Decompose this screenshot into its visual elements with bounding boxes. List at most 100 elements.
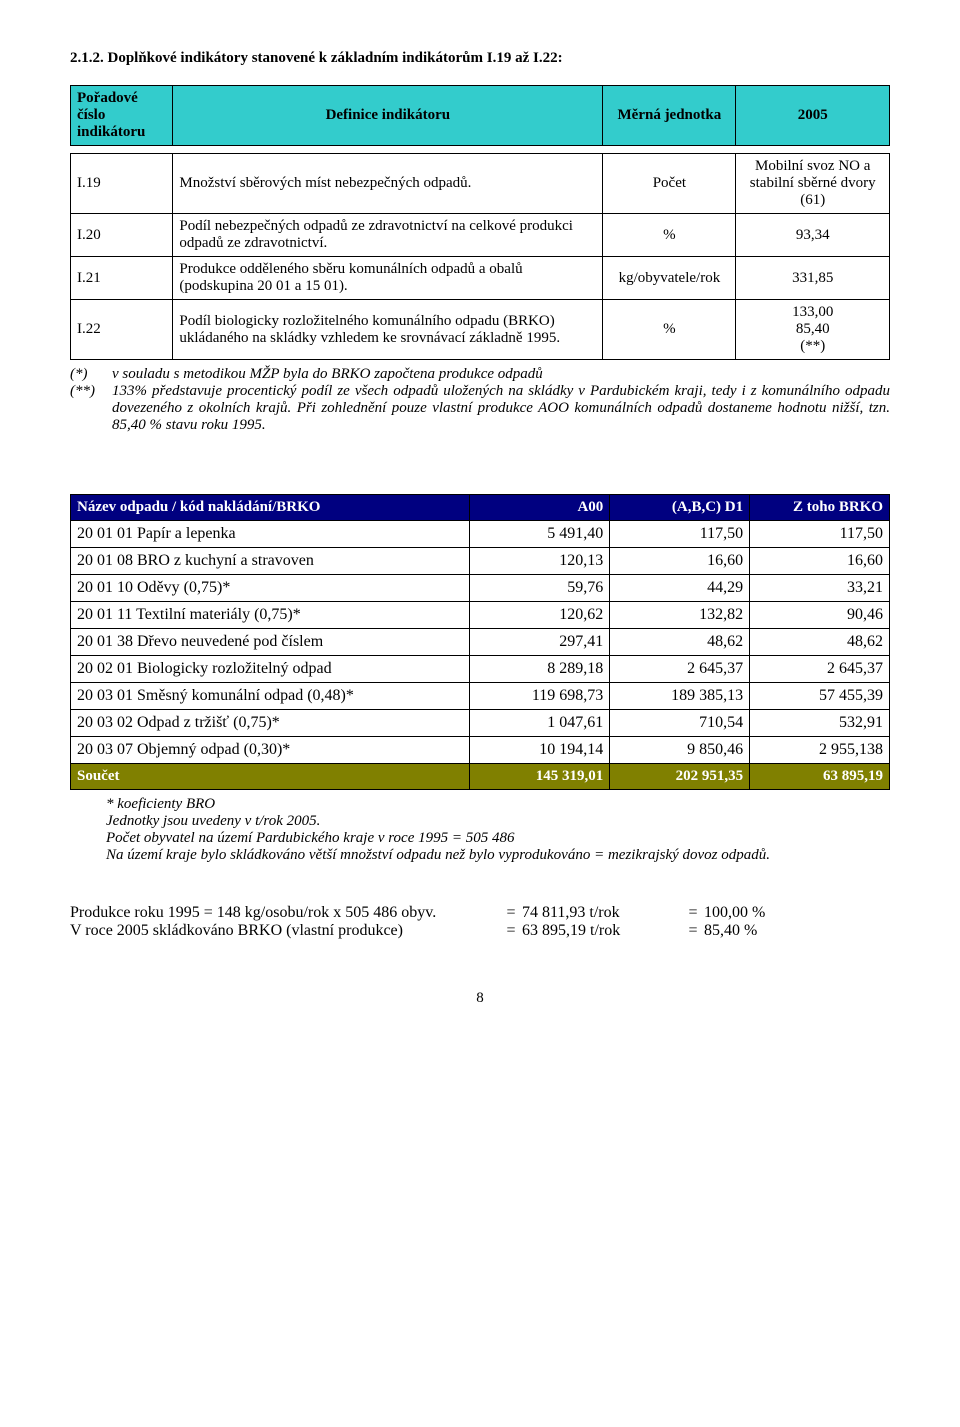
calc-rhs: 100,00 % bbox=[704, 904, 765, 922]
t2-cell-value: 117,50 bbox=[610, 521, 750, 548]
t2-cell-name: 20 01 11 Textilní materiály (0,75)* bbox=[71, 602, 470, 629]
t2-cell-value: 532,91 bbox=[750, 710, 890, 737]
t2-cell-value: 189 385,13 bbox=[610, 683, 750, 710]
t1-cell-def: Množství sběrových míst nebezpečných odp… bbox=[173, 154, 603, 214]
t2-cell-name: 20 01 08 BRO z kuchyní a stravoven bbox=[71, 548, 470, 575]
t1-cell-def: Produkce odděleného sběru komunálních od… bbox=[173, 257, 603, 300]
calc-mid: 63 895,19 t/rok bbox=[522, 922, 682, 940]
section-title: 2.1.2. Doplňkové indikátory stanovené k … bbox=[70, 50, 890, 67]
waste-table: Název odpadu / kód nakládání/BRKO A00 (A… bbox=[70, 494, 890, 790]
table-row: 20 01 01 Papír a lepenka5 491,40117,5011… bbox=[71, 521, 890, 548]
t2-cell-value: 44,29 bbox=[610, 575, 750, 602]
table-row: I.20Podíl nebezpečných odpadů ze zdravot… bbox=[71, 214, 890, 257]
t2-cell-value: 120,62 bbox=[470, 602, 610, 629]
note-line: Na území kraje bylo skládkováno větší mn… bbox=[106, 847, 890, 864]
table-row: I.19Množství sběrových míst nebezpečných… bbox=[71, 154, 890, 214]
t2-cell-value: 297,41 bbox=[470, 629, 610, 656]
note-line: Jednotky jsou uvedeny v t/rok 2005. bbox=[106, 813, 890, 830]
calc-lhs: V roce 2005 skládkováno BRKO (vlastní pr… bbox=[70, 922, 500, 940]
t2-cell-value: 710,54 bbox=[610, 710, 750, 737]
t1-cell-val: 133,00 85,40 (**) bbox=[736, 300, 890, 360]
footnote-row: (*)v souladu s metodikou MŽP byla do BRK… bbox=[70, 366, 890, 383]
footnote-text: v souladu s metodikou MŽP byla do BRKO z… bbox=[112, 366, 890, 383]
t1-cell-id: I.21 bbox=[71, 257, 173, 300]
footnote-tag: (*) bbox=[70, 366, 112, 383]
t1-cell-id: I.20 bbox=[71, 214, 173, 257]
table-row: 20 01 08 BRO z kuchyní a stravoven120,13… bbox=[71, 548, 890, 575]
t1-cell-val: 331,85 bbox=[736, 257, 890, 300]
t1-cell-unit: % bbox=[603, 300, 736, 360]
t2-cell-value: 120,13 bbox=[470, 548, 610, 575]
t1-header-unit: Měrná jednotka bbox=[603, 86, 736, 146]
t1-cell-val: 93,34 bbox=[736, 214, 890, 257]
t2-cell-value: 48,62 bbox=[610, 629, 750, 656]
t2-header-brko: Z toho BRKO bbox=[750, 495, 890, 521]
t2-cell-value: 2 955,138 bbox=[750, 737, 890, 764]
t2-cell-value: 59,76 bbox=[470, 575, 610, 602]
t2-cell-value: 2 645,37 bbox=[750, 656, 890, 683]
calc-row: V roce 2005 skládkováno BRKO (vlastní pr… bbox=[70, 922, 890, 940]
table-row: 20 03 01 Směsný komunální odpad (0,48)*1… bbox=[71, 683, 890, 710]
t2-cell-name: 20 01 38 Dřevo neuvedené pod číslem bbox=[71, 629, 470, 656]
footnote-text: 133% představuje procentický podíl ze vš… bbox=[112, 383, 890, 434]
note-line: Počet obyvatel na území Pardubického kra… bbox=[106, 830, 890, 847]
equals-sign: = bbox=[682, 904, 704, 922]
t1-cell-id: I.22 bbox=[71, 300, 173, 360]
t2-cell-value: 8 289,18 bbox=[470, 656, 610, 683]
table-row: 20 02 01 Biologicky rozložitelný odpad8 … bbox=[71, 656, 890, 683]
t2-cell-value: 57 455,39 bbox=[750, 683, 890, 710]
t2-cell-value: 90,46 bbox=[750, 602, 890, 629]
indicators-table: Pořadové číslo indikátoru Definice indik… bbox=[70, 85, 890, 360]
table-row: 20 03 02 Odpad z tržišť (0,75)*1 047,617… bbox=[71, 710, 890, 737]
t2-sum-label: Součet bbox=[71, 764, 470, 790]
t2-cell-name: 20 01 01 Papír a lepenka bbox=[71, 521, 470, 548]
t2-cell-value: 33,21 bbox=[750, 575, 890, 602]
t2-cell-name: 20 01 10 Oděvy (0,75)* bbox=[71, 575, 470, 602]
t1-header-def: Definice indikátoru bbox=[173, 86, 603, 146]
t2-sum-0: 145 319,01 bbox=[470, 764, 610, 790]
t2-cell-value: 16,60 bbox=[750, 548, 890, 575]
t2-cell-value: 117,50 bbox=[750, 521, 890, 548]
t1-cell-def: Podíl nebezpečných odpadů ze zdravotnict… bbox=[173, 214, 603, 257]
t2-header-a00: A00 bbox=[470, 495, 610, 521]
table-row: I.21Produkce odděleného sběru komunálníc… bbox=[71, 257, 890, 300]
footnote-row: (**)133% představuje procentický podíl z… bbox=[70, 383, 890, 434]
t2-header-name: Název odpadu / kód nakládání/BRKO bbox=[71, 495, 470, 521]
t2-cell-value: 132,82 bbox=[610, 602, 750, 629]
table-row: I.22Podíl biologicky rozložitelného komu… bbox=[71, 300, 890, 360]
t1-cell-val: Mobilní svoz NO a stabilní sběrné dvory … bbox=[736, 154, 890, 214]
t1-cell-id: I.19 bbox=[71, 154, 173, 214]
footnote-tag: (**) bbox=[70, 383, 112, 434]
t2-cell-value: 48,62 bbox=[750, 629, 890, 656]
calculation-block: Produkce roku 1995 = 148 kg/osobu/rok x … bbox=[70, 904, 890, 940]
t2-cell-value: 5 491,40 bbox=[470, 521, 610, 548]
t2-cell-value: 9 850,46 bbox=[610, 737, 750, 764]
equals-sign: = bbox=[682, 922, 704, 940]
table2-notes: * koeficienty BROJednotky jsou uvedeny v… bbox=[106, 796, 890, 864]
t2-sum-row: Součet 145 319,01 202 951,35 63 895,19 bbox=[71, 764, 890, 790]
t2-sum-1: 202 951,35 bbox=[610, 764, 750, 790]
t2-cell-name: 20 03 02 Odpad z tržišť (0,75)* bbox=[71, 710, 470, 737]
t2-cell-name: 20 02 01 Biologicky rozložitelný odpad bbox=[71, 656, 470, 683]
page-number: 8 bbox=[70, 990, 890, 1007]
table-row: 20 01 10 Oděvy (0,75)*59,7644,2933,21 bbox=[71, 575, 890, 602]
calc-rhs: 85,40 % bbox=[704, 922, 757, 940]
note-line: * koeficienty BRO bbox=[106, 796, 890, 813]
t2-cell-name: 20 03 01 Směsný komunální odpad (0,48)* bbox=[71, 683, 470, 710]
calc-mid: 74 811,93 t/rok bbox=[522, 904, 682, 922]
table-row: 20 01 38 Dřevo neuvedené pod číslem297,4… bbox=[71, 629, 890, 656]
t1-header-id: Pořadové číslo indikátoru bbox=[71, 86, 173, 146]
table-row: 20 01 11 Textilní materiály (0,75)*120,6… bbox=[71, 602, 890, 629]
calc-lhs: Produkce roku 1995 = 148 kg/osobu/rok x … bbox=[70, 904, 500, 922]
t2-cell-value: 2 645,37 bbox=[610, 656, 750, 683]
t1-cell-unit: kg/obyvatele/rok bbox=[603, 257, 736, 300]
t1-cell-def: Podíl biologicky rozložitelného komunáln… bbox=[173, 300, 603, 360]
t2-cell-value: 119 698,73 bbox=[470, 683, 610, 710]
t2-cell-value: 16,60 bbox=[610, 548, 750, 575]
t2-cell-name: 20 03 07 Objemný odpad (0,30)* bbox=[71, 737, 470, 764]
equals-sign: = bbox=[500, 904, 522, 922]
t1-header-val: 2005 bbox=[736, 86, 890, 146]
t2-header-d1: (A,B,C) D1 bbox=[610, 495, 750, 521]
equals-sign: = bbox=[500, 922, 522, 940]
t2-cell-value: 1 047,61 bbox=[470, 710, 610, 737]
